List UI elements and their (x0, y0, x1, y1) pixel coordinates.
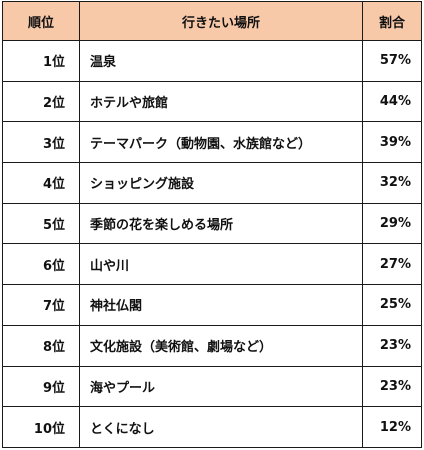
header-place: 行きたい場所 (79, 1, 363, 41)
table-row: 2位 ホテルや旅館 44% (2, 80, 422, 123)
place-cell: ホテルや旅館 (79, 80, 363, 123)
place-cell: ショッピング施設 (79, 162, 363, 204)
rank-cell: 1位 (2, 40, 80, 82)
place-cell: 山や川 (79, 243, 363, 286)
place-cell: 季節の花を楽しめる場所 (79, 202, 363, 245)
place-cell: テーマパーク（動物園、水族館など） (79, 121, 363, 164)
place-cell: とくになし (79, 406, 363, 448)
ratio-cell: 23% (362, 324, 422, 367)
rank-cell: 2位 (2, 80, 80, 123)
table-row: 4位 ショッピング施設 32% (2, 162, 422, 204)
ratio-cell: 25% (362, 284, 422, 326)
table-row: 5位 季節の花を楽しめる場所 29% (2, 202, 422, 245)
rank-cell: 5位 (2, 202, 80, 245)
ratio-cell: 57% (362, 40, 422, 82)
rank-cell: 3位 (2, 121, 80, 164)
table-row: 3位 テーマパーク（動物園、水族館など） 39% (2, 121, 422, 164)
header-ratio: 割合 (362, 1, 422, 41)
ratio-cell: 27% (362, 243, 422, 286)
rank-cell: 9位 (2, 365, 80, 408)
header-rank: 順位 (2, 1, 80, 41)
table-row: 9位 海やプール 23% (2, 365, 422, 408)
rank-cell: 6位 (2, 243, 80, 286)
ratio-cell: 39% (362, 121, 422, 164)
place-cell: 海やプール (79, 365, 363, 408)
table-row: 6位 山や川 27% (2, 243, 422, 286)
ratio-cell: 12% (362, 406, 422, 448)
table-header: 順位 行きたい場所 割合 (2, 1, 422, 41)
rank-cell: 7位 (2, 284, 80, 326)
rank-cell: 10位 (2, 406, 80, 448)
table-row: 10位 とくになし 12% (2, 406, 422, 448)
rank-cell: 8位 (2, 324, 80, 367)
place-cell: 文化施設（美術館、劇場など） (79, 324, 363, 367)
table-body: 1位 温泉 57% 2位 ホテルや旅館 44% 3位 テーマパーク（動物園、水族… (2, 40, 422, 448)
place-cell: 温泉 (79, 40, 363, 82)
rank-cell: 4位 (2, 162, 80, 204)
ratio-cell: 32% (362, 162, 422, 204)
ratio-cell: 23% (362, 365, 422, 408)
table-row: 8位 文化施設（美術館、劇場など） 23% (2, 324, 422, 367)
ratio-cell: 44% (362, 80, 422, 123)
ratio-cell: 29% (362, 202, 422, 245)
header-row: 順位 行きたい場所 割合 (2, 1, 422, 41)
place-cell: 神社仏閣 (79, 284, 363, 326)
table-row: 1位 温泉 57% (2, 40, 422, 82)
table-row: 7位 神社仏閣 25% (2, 284, 422, 326)
